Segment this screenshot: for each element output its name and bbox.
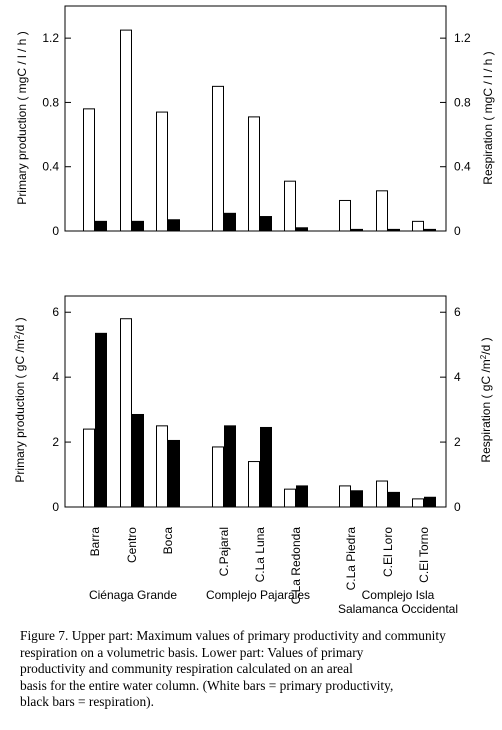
lower-bar-respiration (260, 426, 272, 508)
lower-y-axis-label-right: Respiration ( gC /m2/d ) (479, 337, 494, 462)
group-label-cienaga-grande: Ciénaga Grande (89, 588, 177, 602)
category-label: Centro (125, 527, 139, 563)
lower-bar-respiration (296, 485, 308, 508)
upper-bar-primary-production (376, 190, 388, 232)
lower-bars (83, 318, 436, 508)
category-labels: Barra Centro Boca C.Pajaral C.La Luna C.La Re… (88, 527, 431, 605)
lower-y-axis-label-left: Primary production ( gC /m2/d ) (13, 317, 28, 482)
lower-bar-respiration (351, 490, 363, 508)
group-label-complejo-pajarales: Complejo Pajarales (206, 588, 310, 602)
caption-line: Figure 7. Upper part: Maximum values of … (20, 628, 446, 643)
lower-bar-primary-production (412, 498, 424, 508)
upper-bar-respiration (168, 219, 180, 232)
upper-y-axis-label-right: Respiration ( mgC / l / h ) (481, 51, 495, 184)
lower-bar-primary-production (156, 425, 168, 508)
upper-bar-primary-production (156, 111, 168, 232)
lower-bar-primary-production (120, 318, 132, 508)
figure-caption: Figure 7. Upper part: Maximum values of … (20, 628, 490, 711)
upper-bar-respiration (424, 228, 436, 232)
lower-bar-respiration (424, 496, 436, 508)
group-labels: Ciénaga Grande Complejo Pajarales Comple… (89, 588, 458, 616)
upper-bar-primary-production (248, 116, 260, 232)
caption-line: basis for the entire water column. (Whit… (20, 677, 394, 693)
upper-tick-label-right: 0 (454, 224, 461, 238)
lower-tick-label-right: 6 (454, 305, 461, 319)
upper-bar-primary-production (412, 220, 424, 232)
upper-bar-respiration (132, 220, 144, 232)
upper-tick-label-right: 1.2 (454, 31, 471, 45)
category-label: C.La Piedra (344, 527, 358, 591)
caption-line: respiration on a volumetric basis. Lower… (20, 644, 364, 660)
lower-bar-respiration (168, 439, 180, 508)
caption-line: black bars = respiration). (20, 694, 154, 709)
lower-bar-primary-production (83, 428, 95, 508)
lower-tick-label-right: 0 (454, 500, 461, 514)
lower-tick-label-left: 0 (52, 500, 59, 514)
lower-bar-primary-production (248, 461, 260, 508)
upper-bar-primary-production (83, 108, 95, 232)
upper-bar-respiration (388, 228, 400, 232)
upper-bar-respiration (95, 220, 107, 232)
category-label: C.La Redonda (289, 527, 303, 605)
upper-tick-label-left: 0.8 (42, 95, 59, 109)
lower-bar-primary-production (284, 488, 296, 508)
upper-bar-primary-production (339, 199, 351, 232)
category-label: Barra (88, 527, 102, 557)
upper-y-axis-label-left: Primary production ( mgC / l / h ) (15, 31, 29, 204)
upper-bar-respiration (351, 228, 363, 232)
upper-axis-ticks: 0 0 0.4 0.4 0.8 0.8 1.2 1.2 (42, 31, 471, 238)
category-label: C.El Torno (417, 527, 431, 583)
upper-bars (83, 29, 436, 232)
upper-bar-primary-production (212, 85, 224, 232)
upper-tick-label-left: 1.2 (42, 31, 59, 45)
lower-axis-ticks: 0 0 2 2 4 4 6 6 (52, 305, 461, 514)
category-label: C.Pajaral (217, 527, 231, 576)
lower-tick-label-right: 2 (454, 435, 461, 449)
category-label: C.El Loro (381, 527, 395, 577)
upper-bar-respiration (260, 216, 272, 232)
lower-bar-primary-production (339, 485, 351, 508)
caption-line: productivity and community respiration c… (20, 661, 353, 676)
lower-bar-primary-production (212, 446, 224, 508)
lower-bar-primary-production (376, 480, 388, 508)
lower-tick-label-left: 6 (52, 305, 59, 319)
upper-tick-label-right: 0.8 (454, 95, 471, 109)
lower-bar-respiration (132, 413, 144, 508)
group-label-complejo-isla: Complejo Isla (362, 588, 435, 602)
lower-bar-respiration (224, 425, 236, 508)
upper-tick-label-left: 0.4 (42, 160, 59, 174)
lower-bar-respiration (95, 332, 107, 508)
group-label-salamanca-occidental: Salamanca Occidental (338, 602, 458, 616)
category-label: C.La Luna (253, 527, 267, 583)
lower-tick-label-right: 4 (454, 370, 461, 384)
upper-tick-label-right: 0.4 (454, 160, 471, 174)
upper-bar-primary-production (284, 180, 296, 232)
lower-tick-label-left: 4 (52, 370, 59, 384)
upper-bar-respiration (224, 212, 236, 232)
category-label: Boca (161, 527, 175, 555)
upper-bar-respiration (296, 227, 308, 232)
upper-chart: 0 0 0.4 0.4 0.8 0.8 1.2 1.2 Primary production … (15, 5, 495, 238)
lower-bar-respiration (388, 491, 400, 508)
lower-tick-label-left: 2 (52, 435, 59, 449)
upper-bar-primary-production (120, 29, 132, 232)
upper-tick-label-left: 0 (52, 224, 59, 238)
lower-chart: 0 0 2 2 4 4 6 6 Primary production ( gC /m2/d )… (13, 295, 494, 514)
